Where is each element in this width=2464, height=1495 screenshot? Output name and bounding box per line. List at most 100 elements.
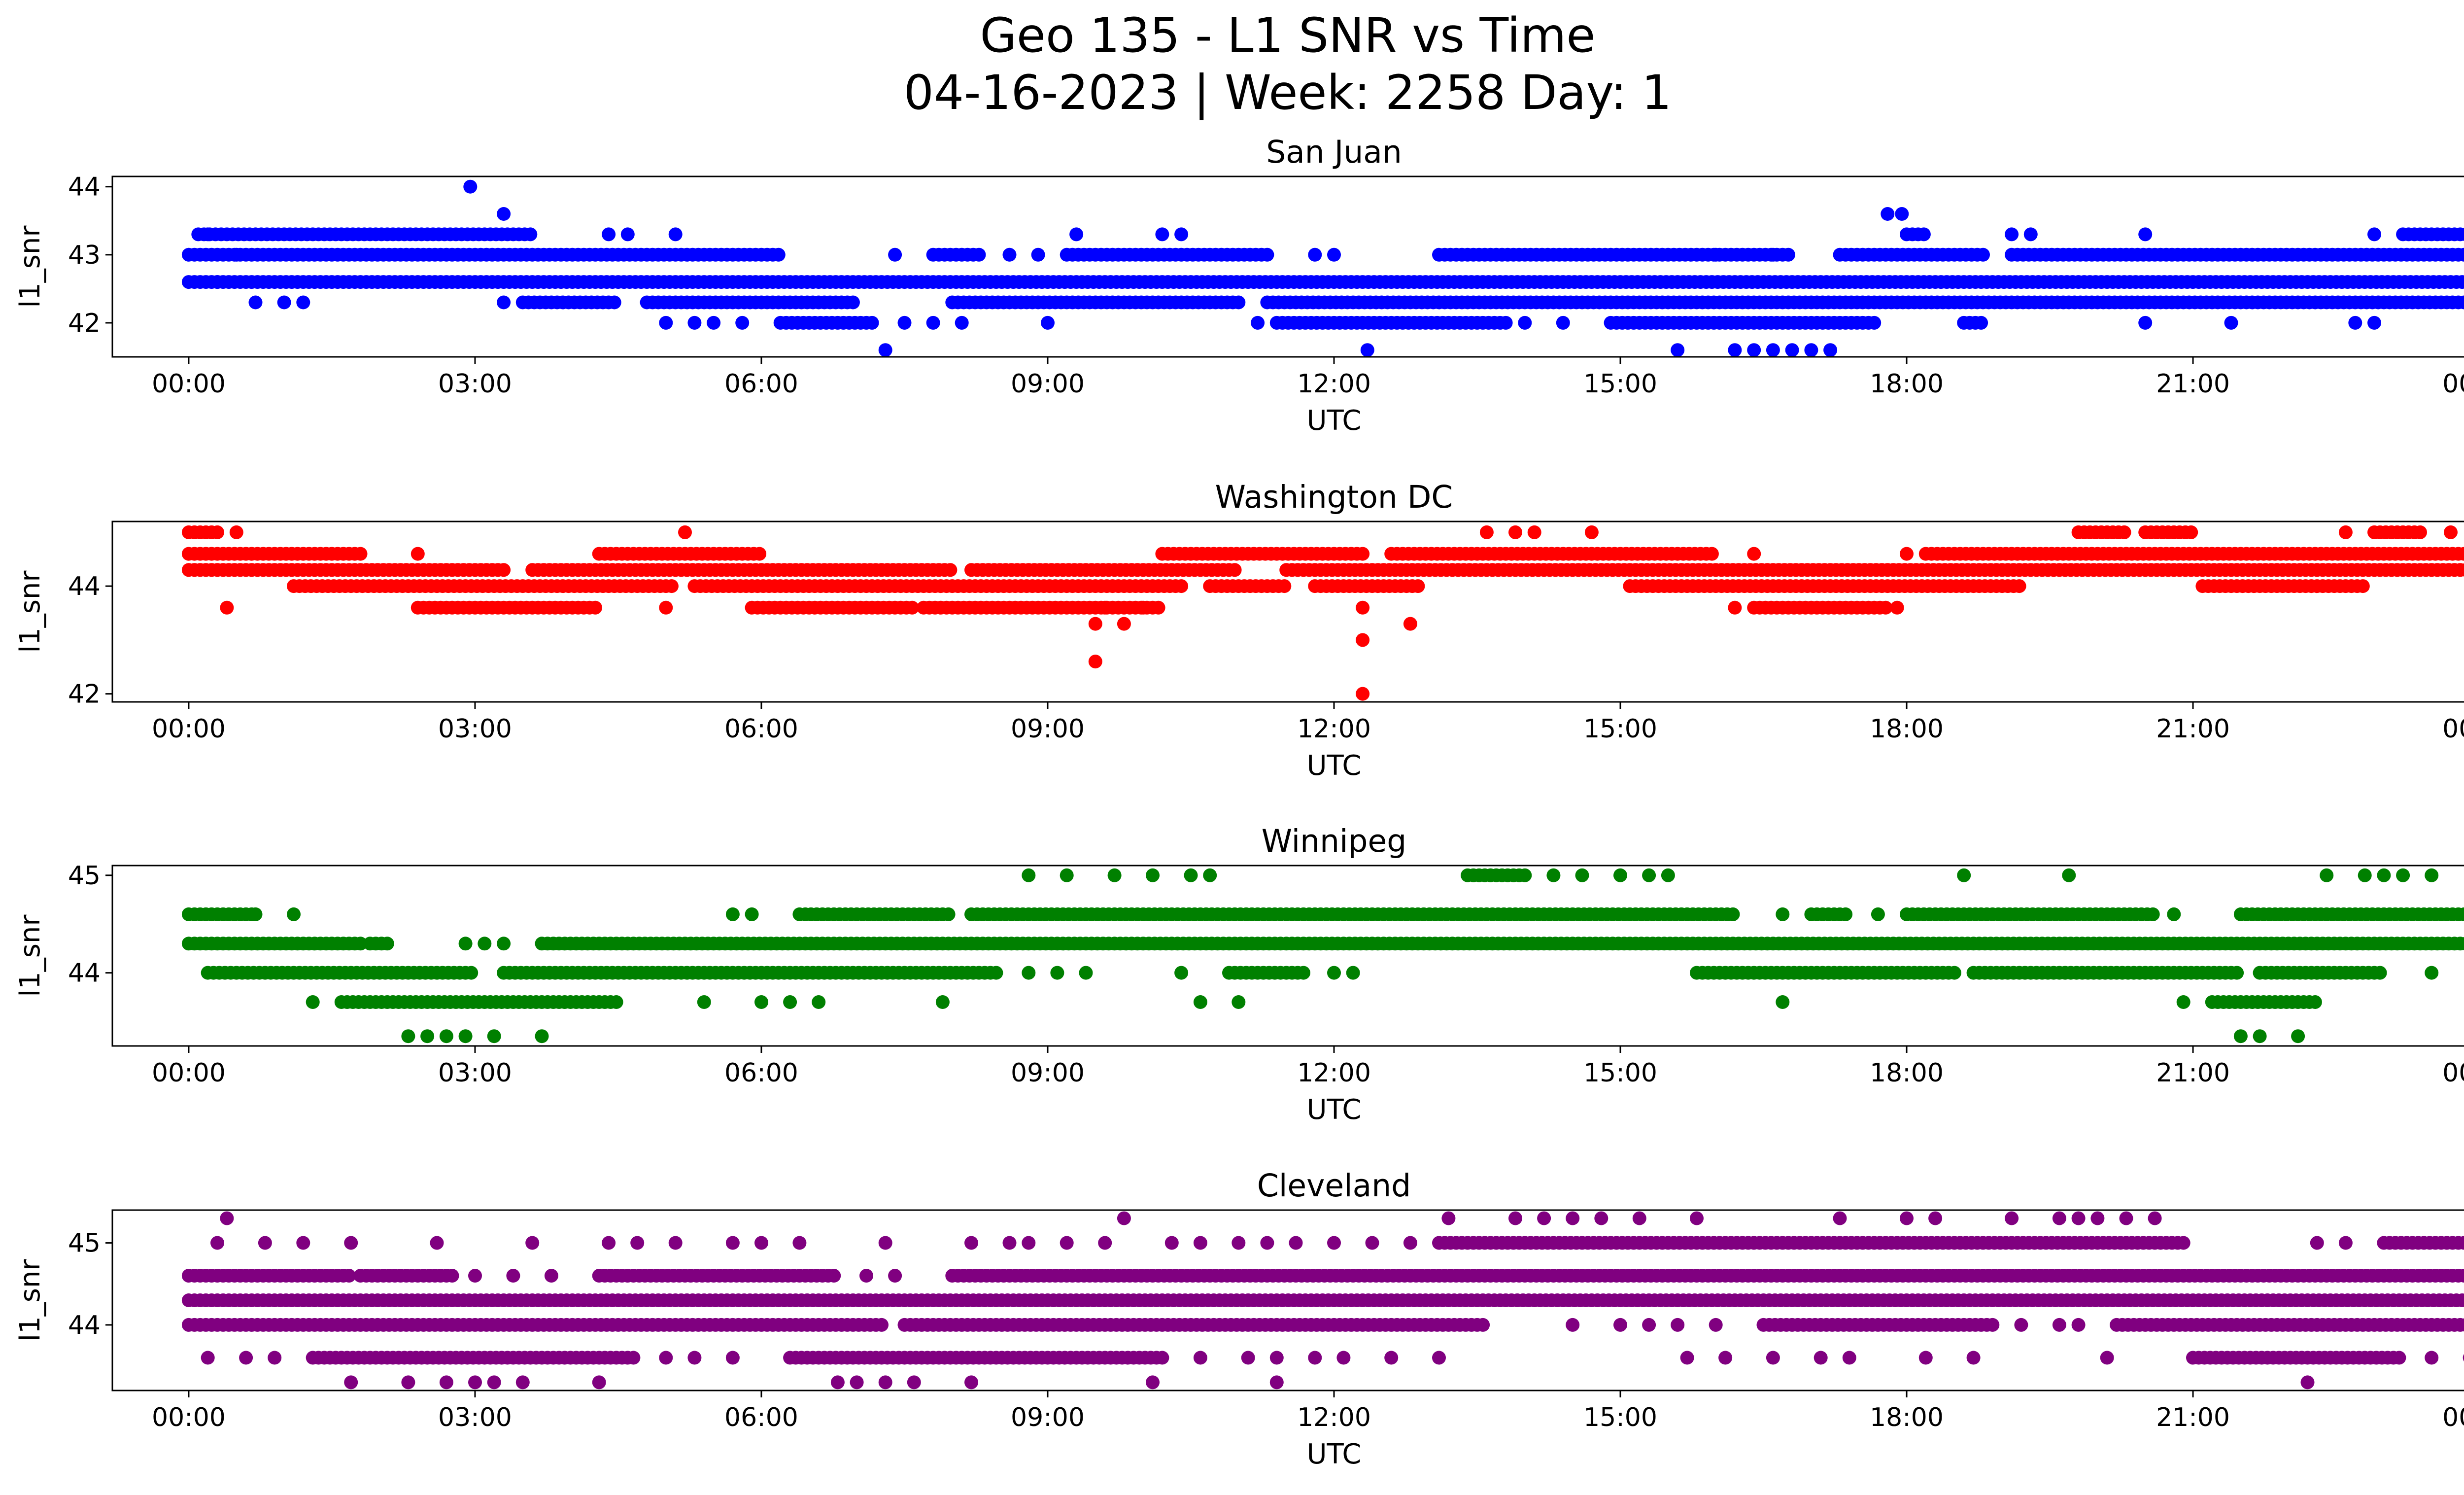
data-point	[1193, 1351, 1207, 1365]
data-point	[1508, 525, 1522, 539]
data-point	[2392, 1351, 2406, 1365]
x-tick-label: 03:00	[438, 369, 512, 399]
data-point	[439, 1375, 453, 1390]
data-point	[1260, 1236, 1274, 1250]
data-point	[592, 1375, 606, 1390]
data-point	[1174, 227, 1189, 242]
data-point	[1726, 907, 1740, 921]
data-point	[2444, 525, 2458, 539]
data-point	[515, 1375, 530, 1390]
data-point	[827, 1269, 841, 1283]
data-point	[1518, 315, 1532, 330]
data-point	[2425, 966, 2439, 980]
data-point	[745, 907, 759, 921]
data-point	[607, 295, 621, 310]
data-point	[2148, 1211, 2162, 1225]
data-point	[1916, 227, 1931, 242]
data-points	[181, 868, 2464, 1043]
data-point	[1002, 247, 1017, 262]
data-point	[1705, 547, 1719, 561]
data-point	[1718, 1351, 1733, 1365]
data-point	[687, 1351, 702, 1365]
data-point	[1269, 1351, 1284, 1365]
x-tick-label: 00:00	[2442, 714, 2464, 744]
data-point	[1814, 1351, 1828, 1365]
data-point	[1747, 547, 1761, 561]
data-point	[1041, 315, 1055, 330]
data-point	[2310, 1236, 2324, 1250]
data-point	[2348, 315, 2362, 330]
data-point	[1441, 1211, 1456, 1225]
data-point	[2463, 910, 2464, 918]
data-point	[1833, 1211, 1847, 1225]
x-tick-label: 12:00	[1297, 714, 1371, 744]
data-point	[210, 1236, 224, 1250]
data-point	[1728, 600, 1742, 615]
x-tick-label: 21:00	[2156, 1058, 2230, 1088]
x-tick-label: 00:00	[152, 714, 226, 744]
data-point	[2176, 995, 2190, 1009]
data-point	[1527, 525, 1541, 539]
data-point	[1895, 207, 1909, 221]
data-point	[2224, 315, 2238, 330]
data-point	[1867, 315, 1882, 330]
data-point	[248, 907, 263, 921]
data-point	[1476, 1318, 1490, 1332]
data-points	[181, 1211, 2464, 1390]
data-point	[1269, 1375, 1284, 1390]
data-point	[1785, 343, 1799, 357]
data-point	[1680, 1351, 1694, 1365]
data-point	[941, 907, 956, 921]
y-axis-label: l1_snr	[14, 914, 46, 997]
data-point	[1098, 1236, 1112, 1250]
data-point	[1327, 247, 1341, 262]
data-point	[678, 525, 692, 539]
data-point	[878, 1236, 892, 1250]
data-point	[1776, 995, 1790, 1009]
data-point	[2457, 1269, 2464, 1283]
data-point	[353, 547, 368, 561]
data-point	[445, 1269, 459, 1283]
data-point	[1184, 868, 1198, 882]
data-point	[2367, 315, 2381, 330]
data-point	[735, 315, 750, 330]
data-point	[2457, 1236, 2464, 1250]
data-point	[2463, 1272, 2464, 1280]
data-point	[1356, 633, 1370, 647]
data-point	[1174, 966, 1189, 980]
x-tick-label: 09:00	[1011, 1058, 1085, 1088]
x-tick-label: 12:00	[1297, 369, 1371, 399]
data-point	[1890, 600, 1904, 615]
x-tick-label: 21:00	[2156, 714, 2230, 744]
data-point	[2090, 1211, 2105, 1225]
data-point	[2117, 525, 2131, 539]
data-point	[258, 1236, 272, 1250]
data-point	[268, 1351, 282, 1365]
data-point	[401, 1375, 415, 1390]
data-point	[497, 207, 511, 221]
x-tick-label: 18:00	[1870, 1058, 1944, 1088]
data-point	[1060, 868, 1074, 882]
data-point	[1747, 343, 1761, 357]
data-point	[753, 547, 767, 561]
data-point	[1241, 1351, 1255, 1365]
data-point	[1566, 1318, 1580, 1332]
data-point	[1193, 1236, 1207, 1250]
data-point	[544, 1269, 558, 1283]
data-point	[964, 1375, 978, 1390]
data-point	[458, 937, 473, 951]
data-point	[344, 1375, 358, 1390]
x-tick-label: 00:00	[2442, 1058, 2464, 1088]
data-point	[897, 315, 912, 330]
x-tick-label: 15:00	[1583, 1058, 1657, 1088]
data-point	[2459, 563, 2464, 577]
data-point	[602, 227, 616, 242]
data-point	[1232, 995, 1246, 1009]
data-point	[525, 1236, 540, 1250]
data-point	[2100, 1351, 2114, 1365]
